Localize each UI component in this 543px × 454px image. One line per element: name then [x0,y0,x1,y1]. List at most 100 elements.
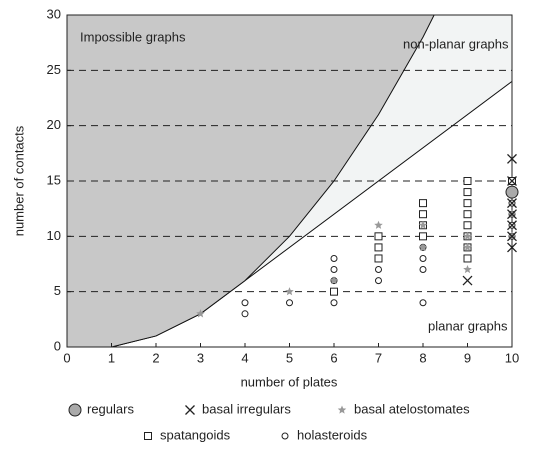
point [463,199,472,208]
marker-shape [419,299,427,307]
marker-shape [329,276,339,285]
point [196,309,205,318]
marker-shape [507,209,517,220]
x-axis-label: number of plates [241,374,338,389]
point [463,242,472,252]
x-tick-label: 8 [419,350,426,365]
marker-shape [241,310,249,318]
marker-shape [241,299,249,307]
point [507,209,517,220]
point [463,221,472,230]
legend-label: spatangoids [160,427,231,442]
x-tick-label: 4 [241,350,248,365]
legend-label: basal atelostomates [354,401,470,416]
point [418,220,428,229]
marker-shape [418,242,428,252]
point [419,266,427,274]
marker-shape [374,254,383,263]
marker-shape [375,266,382,274]
legend-label: regulars [87,401,134,416]
marker-shape [507,198,517,209]
point [241,310,249,318]
x-tick-label: 9 [464,350,471,365]
y-tick-label: 5 [54,283,61,298]
annotation: planar graphs [428,318,508,333]
marker-shape [196,309,205,318]
point [505,185,519,199]
point [419,210,427,219]
marker-shape [68,403,82,417]
marker-shape [462,275,473,286]
x-tick-label: 3 [197,350,204,365]
point [463,188,472,197]
point [330,254,338,262]
marker-shape [507,242,517,253]
marker-shape [463,188,472,197]
marker-shape [330,254,338,262]
legend-marker [281,432,289,440]
point [285,287,294,296]
marker-shape [330,299,338,307]
marker-shape [419,254,427,262]
y-axis-label: number of contacts [11,125,26,236]
point [462,275,473,286]
point [374,254,383,263]
x-tick-label: 2 [152,350,159,365]
marker-shape [463,221,472,230]
point [286,299,293,307]
y-tick-label: 30 [47,6,61,21]
point [507,231,517,242]
marker-shape [281,432,289,440]
marker-shape [419,232,427,241]
point [374,232,383,241]
point [330,266,338,274]
x-tick-label: 10 [505,350,519,365]
marker-shape [463,242,472,252]
point [419,299,427,307]
point [463,265,472,274]
marker-shape [463,199,472,208]
marker-shape [463,265,472,274]
marker-shape [419,199,427,208]
y-tick-label: 0 [54,338,61,353]
region-label: non-planar graphs [403,36,509,51]
point [507,176,517,186]
x-tick-label: 1 [108,350,115,365]
x-tick-label: 6 [330,350,337,365]
point [419,254,427,262]
point [463,177,472,185]
point [375,266,382,274]
point [329,276,339,285]
marker-shape [144,432,152,440]
marker-shape [505,185,519,199]
point [507,153,517,164]
y-tick-label: 10 [47,228,61,243]
marker-shape [286,299,293,307]
point [463,254,472,263]
region-label: Impossible graphs [80,29,186,44]
point [330,299,338,307]
point [374,220,383,229]
marker-shape [330,266,338,274]
y-tick-label: 25 [47,62,61,77]
point [419,232,427,241]
marker-shape [374,220,383,229]
marker-shape [463,210,472,219]
point [330,287,338,296]
point [463,231,472,240]
marker-shape [419,266,427,274]
marker-shape [507,220,517,231]
x-tick-label: 5 [286,350,293,365]
marker-shape [463,231,472,240]
point [419,199,427,208]
point [374,243,383,252]
legend-label: holasteroids [297,427,368,442]
point [375,277,382,285]
marker-shape [185,405,195,415]
point [507,198,517,209]
point [418,242,428,252]
point [507,242,517,253]
legend-marker [185,405,195,415]
